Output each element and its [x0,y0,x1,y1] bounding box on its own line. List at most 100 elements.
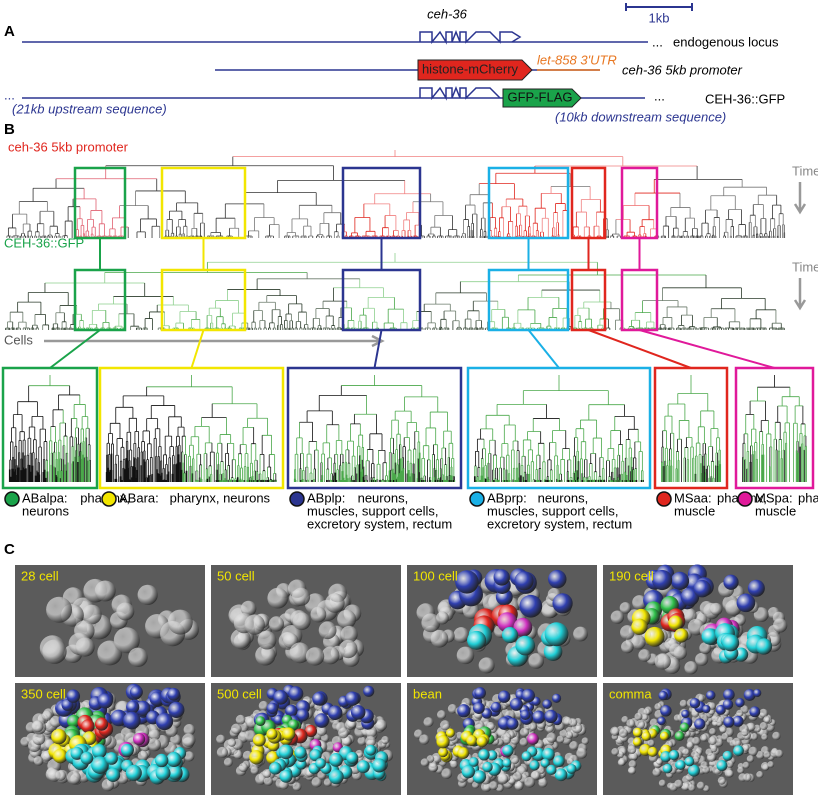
labeled-nucleus [747,579,765,597]
cell-nucleus [94,580,116,602]
cell-nucleus [184,751,195,762]
cell-nucleus [325,593,345,613]
panel-label: C [4,541,15,558]
labeled-nucleus [461,765,475,779]
stage-label: 50 cell [217,568,255,583]
cell-nucleus [655,757,663,765]
labeled-nucleus [753,688,762,698]
labeled-nucleus [723,574,739,590]
gene-name: ceh-36 [427,6,468,21]
gfp-box [502,88,582,108]
cell-nucleus [652,767,662,777]
lineage-tree [299,385,455,482]
cell-nucleus [773,618,788,633]
cell-nucleus [763,751,771,759]
labeled-nucleus [94,717,109,731]
legend-dot [469,491,485,507]
cell-nucleus [632,595,647,610]
lineage-tree [473,404,644,482]
labeled-nucleus [735,698,745,708]
labeled-nucleus [502,744,514,757]
connector [373,329,383,369]
labeled-nucleus [309,749,322,762]
labeled-nucleus [266,728,278,740]
cell-nucleus [716,720,723,727]
lineage-tree [743,387,807,482]
cell-nucleus [116,602,135,621]
cell-nucleus [638,649,651,662]
labeled-nucleus [53,748,68,764]
clade-desc: neurons, [358,490,409,505]
cell-nucleus [137,750,149,762]
time-label: Time [792,259,818,274]
clade-name: ABara: [119,490,159,505]
panel-label: A [4,23,15,40]
cell-nucleus [305,647,325,666]
cell-nucleus [714,738,724,747]
cell-nucleus [255,645,276,666]
cell-nucleus [569,740,579,751]
cell-nucleus [447,704,458,714]
cell-nucleus [216,734,226,744]
clade-name: MSpa: [755,490,793,505]
labeled-nucleus [644,626,665,647]
labeled-nucleus [269,762,282,775]
labeled-nucleus [658,690,668,701]
legend-dot [4,491,20,507]
stage-label: 100 cell [413,568,458,583]
cell-nucleus [746,755,755,763]
labeled-nucleus [123,711,141,730]
labeled-nucleus [542,699,552,709]
cells-arrow [44,334,385,348]
cell-nucleus [338,727,349,739]
labeled-nucleus [314,713,330,728]
legend-dot [289,491,305,507]
cell-nucleus [75,637,95,657]
labeled-nucleus [168,701,185,718]
cell-nucleus [262,769,272,778]
labeled-nucleus [285,704,298,718]
labeled-nucleus [674,628,689,643]
stage-label: comma [609,686,652,701]
cell-nucleus [641,713,649,721]
labeled-nucleus [498,690,511,703]
cell-nucleus [230,723,242,735]
cell-nucleus [419,734,430,745]
stage-label: 350 cell [21,686,66,701]
cell-nucleus [436,611,449,625]
cell-nucleus [519,727,530,737]
cell-nucleus [684,661,698,675]
labeled-nucleus [660,705,672,717]
labeled-nucleus [679,722,690,733]
mcherry-box [417,59,533,81]
cell-nucleus [743,773,752,782]
stage-label: bean [413,686,442,701]
cell-nucleus [250,766,260,775]
labeled-nucleus [647,746,658,757]
labeled-nucleus [328,769,344,785]
labeled-nucleus [481,708,493,719]
cell-nucleus [737,766,745,774]
cell-nucleus [658,779,667,787]
row-label: CEH-36::GFP [705,91,785,106]
cell-nucleus [679,699,688,708]
cell-nucleus [183,724,196,736]
cell-nucleus [519,737,529,747]
cell-nucleus [292,782,302,792]
labeled-nucleus [732,715,744,727]
cell-nucleus [556,735,565,744]
cell-nucleus [441,768,453,779]
cell-nucleus [695,652,709,666]
cell-nucleus [611,748,619,756]
labeled-nucleus [702,704,711,714]
labeled-nucleus [70,746,84,760]
labeled-nucleus [659,731,669,741]
utr-label: let-858 3'UTR [537,52,617,67]
labeled-nucleus [651,569,673,591]
cell-nucleus [167,609,193,635]
labeled-nucleus [743,688,756,701]
cell-nucleus [489,781,499,791]
cell-nucleus [268,616,285,632]
cell-nucleus [756,751,765,760]
cell-nucleus [619,602,632,614]
